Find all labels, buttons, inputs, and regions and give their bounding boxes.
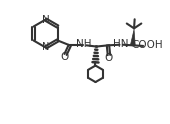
Text: HN: HN — [113, 39, 129, 48]
Text: COOH: COOH — [131, 40, 163, 50]
Text: N: N — [42, 15, 49, 25]
Text: O: O — [105, 53, 113, 63]
Text: N: N — [42, 42, 49, 52]
Text: NH: NH — [76, 39, 91, 49]
Polygon shape — [130, 30, 135, 46]
Text: O: O — [60, 52, 68, 62]
